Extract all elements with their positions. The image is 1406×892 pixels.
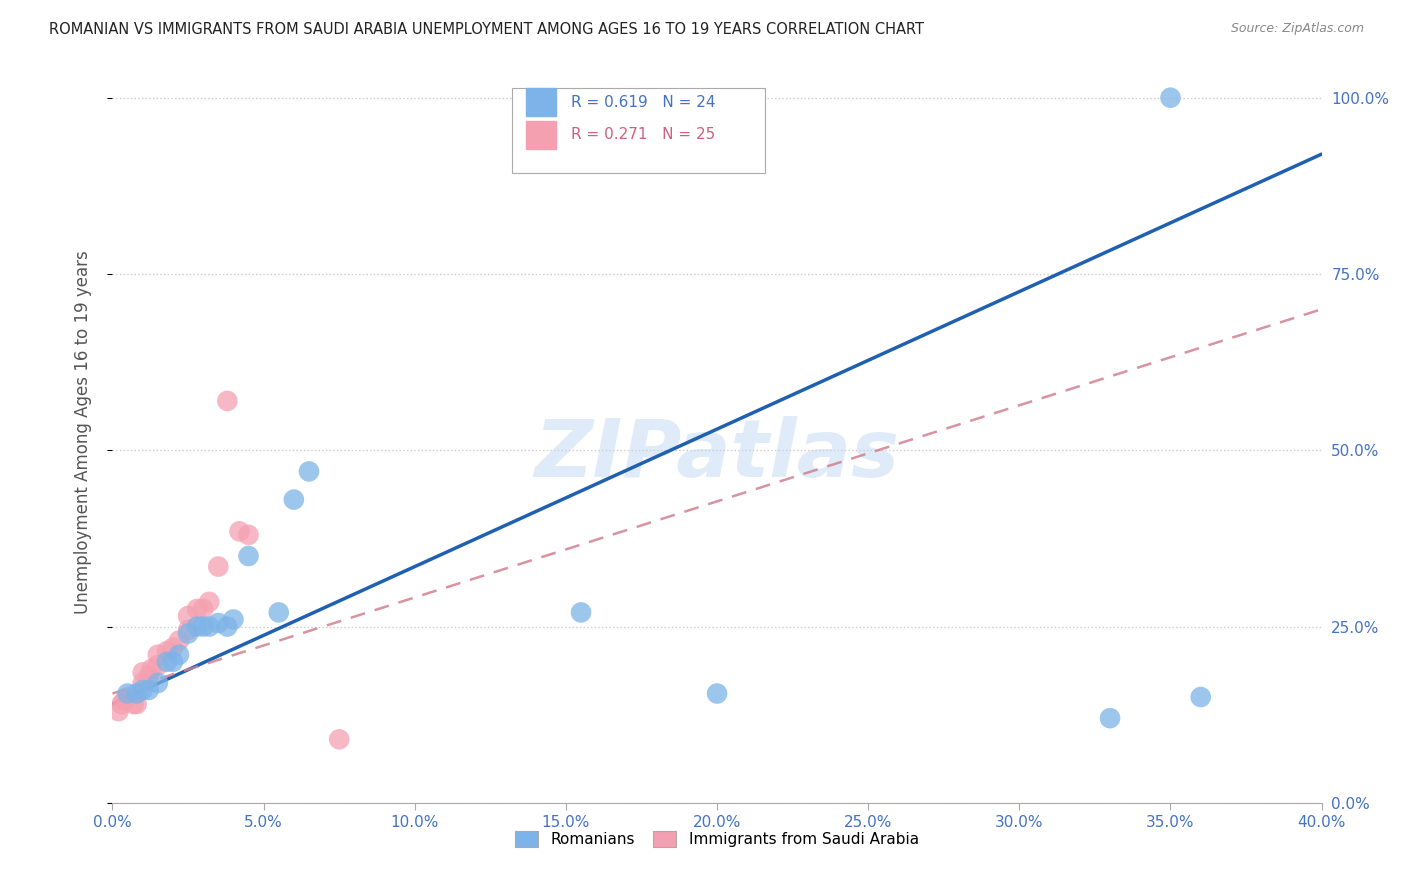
Point xyxy=(186,602,208,616)
Point xyxy=(117,686,139,700)
Point xyxy=(222,612,245,626)
Point xyxy=(1159,91,1181,105)
Point xyxy=(146,648,169,662)
Legend: Romanians, Immigrants from Saudi Arabia: Romanians, Immigrants from Saudi Arabia xyxy=(516,831,918,847)
Point xyxy=(125,697,148,711)
Point xyxy=(1098,711,1121,725)
FancyBboxPatch shape xyxy=(512,88,765,173)
Point xyxy=(217,393,239,408)
Point xyxy=(156,644,179,658)
Text: Source: ZipAtlas.com: Source: ZipAtlas.com xyxy=(1230,22,1364,36)
Point xyxy=(122,697,145,711)
Point xyxy=(156,655,179,669)
Point xyxy=(267,606,290,620)
Point xyxy=(191,602,214,616)
Point xyxy=(283,492,305,507)
Point xyxy=(298,464,321,478)
Point xyxy=(198,595,221,609)
Point xyxy=(207,559,229,574)
Point xyxy=(177,626,200,640)
Point xyxy=(125,686,148,700)
Point xyxy=(114,693,136,707)
Text: ZIPatlas: ZIPatlas xyxy=(534,416,900,494)
Point xyxy=(141,662,163,676)
Point xyxy=(177,609,200,624)
Point xyxy=(217,619,239,633)
Point xyxy=(167,648,190,662)
Bar xyxy=(526,88,557,117)
Point xyxy=(146,658,169,673)
Point xyxy=(146,676,169,690)
Point xyxy=(138,683,160,698)
Point xyxy=(238,528,260,542)
Point xyxy=(198,619,221,633)
Point xyxy=(238,549,260,563)
Point xyxy=(207,615,229,630)
Point xyxy=(132,683,155,698)
Point xyxy=(162,655,184,669)
Point xyxy=(110,697,132,711)
Point xyxy=(162,640,184,655)
Point xyxy=(117,690,139,704)
Point xyxy=(167,633,190,648)
Point xyxy=(569,606,592,620)
Point xyxy=(228,524,250,539)
Point xyxy=(191,619,214,633)
Y-axis label: Unemployment Among Ages 16 to 19 years: Unemployment Among Ages 16 to 19 years xyxy=(73,251,91,615)
Bar xyxy=(526,121,557,149)
Point xyxy=(132,676,155,690)
Point xyxy=(177,623,200,637)
Text: R = 0.619   N = 24: R = 0.619 N = 24 xyxy=(571,95,716,110)
Point xyxy=(107,704,129,718)
Text: ROMANIAN VS IMMIGRANTS FROM SAUDI ARABIA UNEMPLOYMENT AMONG AGES 16 TO 19 YEARS : ROMANIAN VS IMMIGRANTS FROM SAUDI ARABIA… xyxy=(49,22,924,37)
Point xyxy=(138,669,160,683)
Point xyxy=(132,665,155,680)
Point xyxy=(1189,690,1212,704)
Point xyxy=(706,686,728,700)
Point xyxy=(328,732,350,747)
Point xyxy=(186,619,208,633)
Text: R = 0.271   N = 25: R = 0.271 N = 25 xyxy=(571,128,716,143)
